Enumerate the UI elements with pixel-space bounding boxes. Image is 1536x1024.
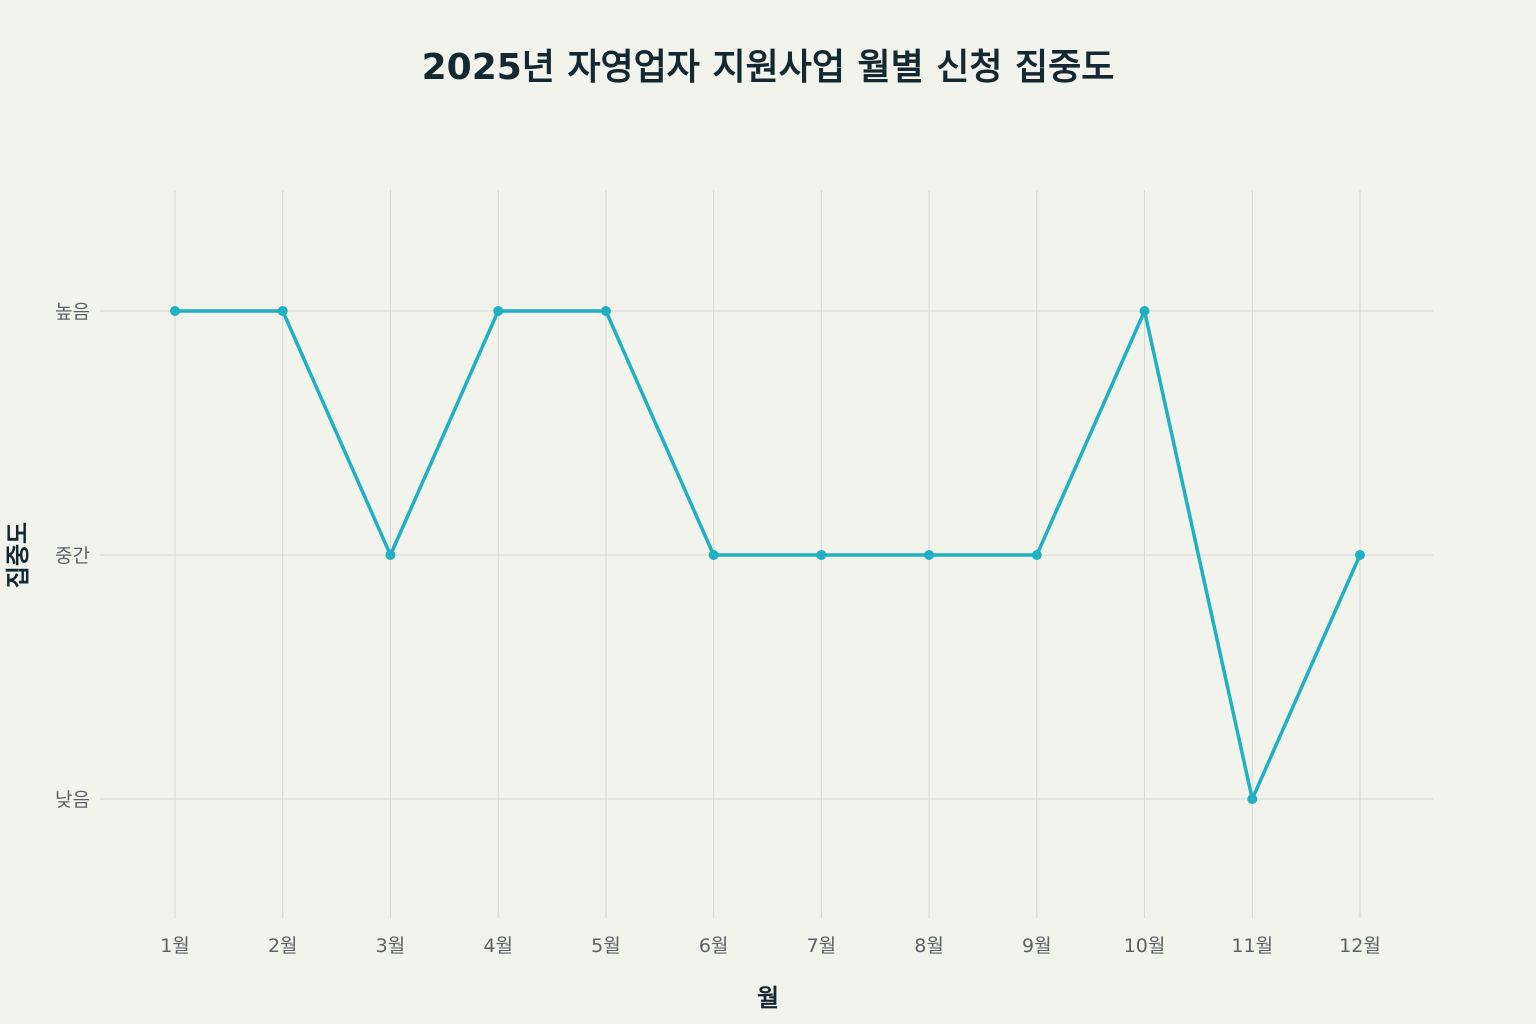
chart-title: 2025년 자영업자 지원사업 월별 신청 집중도 — [421, 47, 1115, 88]
data-point — [708, 550, 719, 560]
data-point — [170, 306, 180, 316]
data-point — [924, 550, 935, 560]
y-tick-label: 높음 — [55, 301, 90, 323]
data-point — [1247, 794, 1258, 804]
x-axis-title: 월 — [757, 984, 779, 1012]
data-point — [277, 306, 288, 316]
data-point — [600, 306, 611, 316]
x-tick-label: 1월 — [160, 935, 190, 957]
x-tick-label: 2월 — [268, 935, 298, 957]
data-point — [816, 550, 827, 560]
series-line — [175, 309, 1362, 801]
x-tick-label: 11월 — [1231, 935, 1273, 957]
x-tick-label: 12월 — [1339, 935, 1381, 957]
y-tick-labels: 낮음 중간 높음 — [55, 301, 90, 811]
x-tick-label: 4월 — [483, 935, 513, 957]
data-point — [1355, 550, 1365, 560]
x-tick-label: 3월 — [376, 935, 406, 957]
x-tick-label: 8월 — [914, 935, 944, 957]
x-tick-labels: 1월 2월 3월 4월 5월 6월 7월 8월 9월 10월 11월 12월 — [160, 935, 1381, 957]
x-tick-label: 6월 — [699, 935, 729, 957]
y-tick-label: 낮음 — [55, 789, 90, 811]
y-axis-title: 집중도 — [4, 522, 32, 588]
x-tick-label: 5월 — [591, 935, 621, 957]
data-point — [1139, 306, 1150, 316]
series-points — [170, 306, 1365, 804]
x-tick-label: 10월 — [1124, 935, 1166, 957]
y-tick-label: 중간 — [55, 545, 90, 567]
data-point — [493, 306, 504, 316]
x-tick-label: 9월 — [1022, 935, 1052, 957]
data-point — [385, 550, 396, 560]
x-tick-label: 7월 — [807, 935, 837, 957]
series-lines — [175, 309, 1362, 801]
data-point — [1031, 550, 1042, 560]
